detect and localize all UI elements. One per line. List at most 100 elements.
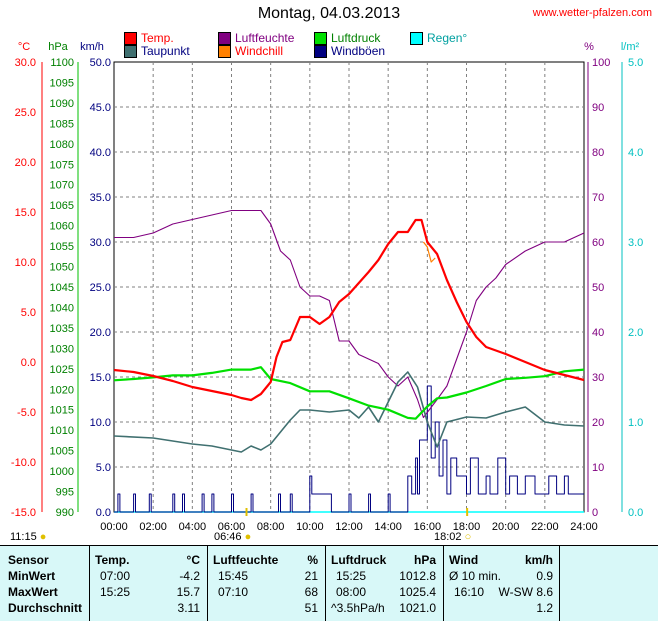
series-line-pressure (113, 366, 585, 420)
wind-tick-label: 45.0 (90, 102, 111, 114)
stats-cell: 07:10 (218, 585, 249, 599)
weather-chart: 00:00 02:00 04:00 06:00 08:00 10:00 12:00 14:00… (11, 41, 643, 533)
x-tick-label: 08:00 (257, 521, 285, 533)
legend-pressure: Luftdruck (314, 31, 380, 45)
wind-tick-label: 10.0 (90, 417, 111, 429)
stats-cell: ^3.5hPa/h (331, 601, 385, 615)
legend-label-humidity: Luftfeuchte (235, 31, 295, 45)
pressure-tick-label: 990 (56, 507, 74, 519)
sunrise-icon: ● (244, 531, 252, 543)
humidity-tick-label: 30 (592, 372, 604, 384)
sunset-icon: ○ (464, 531, 472, 543)
stats-cell: 21 (304, 569, 318, 583)
humidity-tick-label: 20 (592, 417, 604, 429)
wind-tick-label: 25.0 (90, 282, 111, 294)
legend-label-pressure: Luftdruck (331, 31, 381, 45)
chart-title: Montag, 04.03.2013 (257, 5, 401, 22)
legend-humidity: Luftfeuchte (218, 31, 294, 45)
sunset-time: 18:02 (434, 531, 462, 543)
x-tick-label: 14:00 (374, 521, 402, 533)
legend-label-temp: Temp. (141, 31, 174, 45)
wind-tick-label: 0.0 (96, 507, 111, 519)
stats-header-temp-unit: °C (186, 553, 200, 567)
x-tick-label: 16:00 (414, 521, 442, 533)
pressure-tick-label: 995 (56, 487, 74, 499)
x-tick-label: 04:00 (179, 521, 207, 533)
legend-gusts: Windböen (314, 44, 385, 58)
x-tick-label: 20:00 (492, 521, 520, 533)
stats-cell: -4.2 (179, 569, 200, 583)
series-line-gusts (114, 385, 584, 513)
stats-header-hum: Luftfeuchte (213, 553, 279, 567)
pressure-tick-label: 1090 (50, 98, 74, 110)
stats-cell: 08:00 (336, 585, 367, 599)
pressure-tick-label: 1005 (50, 446, 74, 458)
wind-tick-label: 40.0 (90, 147, 111, 159)
stats-header-wind: Wind (449, 553, 479, 567)
temp-tick-label: -10.0 (11, 457, 36, 469)
stats-cell: 68 (304, 585, 318, 599)
legend-swatch-windchill (218, 44, 231, 58)
legend-swatch-dewpoint (124, 44, 137, 58)
wind-tick-label: 15.0 (90, 372, 111, 384)
temp-tick-label: 10.0 (15, 257, 36, 269)
rain-tick-label: 2.0 (628, 327, 643, 339)
temp-tick-label: 0.0 (21, 357, 36, 369)
temp-tick-label: 30.0 (15, 57, 36, 69)
humidity-axis-unit: % (584, 41, 594, 53)
x-tick-label: 22:00 (531, 521, 559, 533)
site-link[interactable]: www.wetter-pfalzen.com (532, 7, 652, 19)
rain-tick-label: 0.0 (628, 507, 643, 519)
x-tick-label: 02:00 (139, 521, 167, 533)
legend-swatch-gusts (314, 44, 327, 58)
x-tick-label: 10:00 (296, 521, 324, 533)
humidity-tick-label: 70 (592, 192, 604, 204)
legend-swatch-humidity (218, 31, 231, 45)
series-line-humidity (114, 209, 585, 419)
legend-temp: Temp. (124, 31, 174, 45)
wind-tick-label: 50.0 (90, 57, 111, 69)
rain-tick-label: 1.0 (628, 417, 643, 429)
temp-tick-label: 20.0 (15, 157, 36, 169)
temp-tick-label: -5.0 (17, 407, 36, 419)
stats-divider (443, 546, 444, 621)
legend-swatch-temp (124, 31, 137, 45)
stats-cell: W-SW 8.6 (498, 585, 553, 599)
pressure-axis-unit: hPa (48, 41, 68, 53)
pressure-tick-label: 1000 (50, 466, 74, 478)
wind-tick-label: 30.0 (90, 237, 111, 249)
stats-row-label: MinWert (8, 569, 56, 583)
pressure-tick-label: 1055 (50, 241, 74, 253)
pressure-tick-label: 1025 (50, 364, 74, 376)
pressure-tick-label: 1095 (50, 77, 74, 89)
series-line-dewpoint (113, 371, 585, 453)
stats-cell: 1.2 (536, 601, 553, 615)
pressure-tick-label: 1015 (50, 405, 74, 417)
pressure-tick-label: 1065 (50, 200, 74, 212)
legend-rain: Regen° (410, 31, 467, 45)
stats-cell: 1025.4 (399, 585, 436, 599)
wind-tick-label: 35.0 (90, 192, 111, 204)
series-line-windchill (422, 241, 436, 263)
pressure-tick-label: 1060 (50, 221, 74, 233)
sunrise-time: 06:46 (214, 531, 242, 543)
pressure-tick-label: 1040 (50, 302, 74, 314)
x-tick-label: 00:00 (100, 521, 128, 533)
rain-axis-unit: l/m² (621, 41, 640, 53)
stats-table: Sensor Temp. °C Luftfeuchte % Luftdruck … (0, 545, 658, 621)
pressure-tick-label: 1080 (50, 139, 74, 151)
stats-cell: 15:45 (218, 569, 249, 583)
humidity-tick-label: 80 (592, 147, 604, 159)
wind-axis-unit: km/h (80, 41, 104, 53)
humidity-tick-label: 90 (592, 102, 604, 114)
pressure-tick-label: 1050 (50, 262, 74, 274)
stats-header-sensor: Sensor (8, 553, 49, 567)
x-tick-label: 18:00 (453, 521, 481, 533)
legend-label-dewpoint: Taupunkt (141, 44, 190, 58)
x-tick-label: 06:00 (218, 521, 246, 533)
temp-axis-unit: °C (18, 41, 30, 53)
legend-label-rain: Regen° (427, 31, 468, 45)
legend-label-gusts: Windböen (331, 44, 386, 58)
wind-tick-label: 5.0 (96, 462, 111, 474)
humidity-tick-label: 100 (592, 57, 610, 69)
